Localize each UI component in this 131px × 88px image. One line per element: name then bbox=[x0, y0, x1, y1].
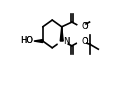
Text: N: N bbox=[63, 37, 70, 46]
Text: HO: HO bbox=[21, 36, 34, 45]
Text: O: O bbox=[81, 37, 88, 46]
Text: O: O bbox=[81, 22, 88, 31]
Polygon shape bbox=[60, 27, 63, 41]
Polygon shape bbox=[34, 40, 43, 43]
Text: O: O bbox=[81, 22, 88, 31]
Text: N: N bbox=[63, 37, 70, 46]
Text: HO: HO bbox=[21, 36, 34, 45]
Text: O: O bbox=[81, 37, 88, 46]
